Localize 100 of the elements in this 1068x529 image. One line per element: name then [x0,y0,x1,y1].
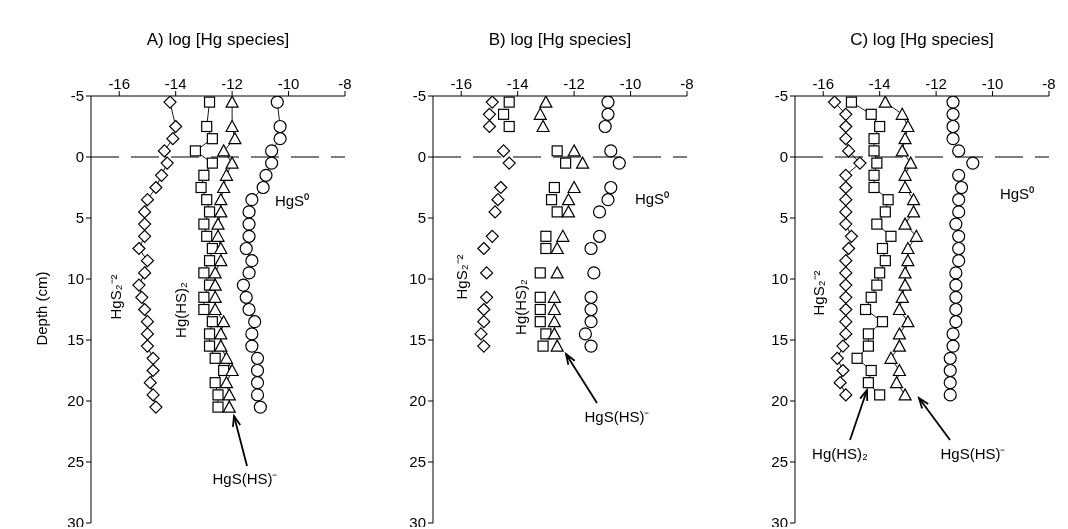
point [477,302,491,317]
point [943,388,957,402]
point [154,168,169,182]
point [539,96,553,108]
point [273,119,287,134]
point [844,229,859,243]
y-tick-label: 20 [771,392,788,410]
point [250,363,265,378]
point [839,302,853,317]
point [874,120,886,133]
point [946,96,960,109]
point [949,266,963,280]
y-tick-label: 25 [67,453,84,471]
point [871,279,883,291]
point [273,132,287,146]
x-tick-label: -10 [619,75,642,92]
point [140,339,155,353]
point [885,230,897,242]
point [195,181,207,194]
point [949,278,963,292]
point [952,193,966,207]
point [239,241,253,256]
point [898,168,912,181]
point [250,351,265,365]
point [862,328,874,340]
point [217,315,231,328]
point [259,168,273,182]
point [214,339,228,352]
y-tick-label: 10 [771,270,788,288]
point [952,168,966,182]
point [898,266,912,279]
x-tick-label: -10 [277,75,300,92]
point [488,205,502,219]
point [842,241,856,256]
point [598,119,612,134]
point [839,180,853,195]
point [833,376,847,390]
point [138,229,152,243]
point [138,205,152,219]
point [225,363,239,377]
series-label: HgS⁰ [999,184,1035,202]
point [853,156,867,170]
y-tick-label: 0 [779,148,788,166]
point [209,352,221,364]
y-tick-label: 5 [417,209,426,227]
point [943,376,957,390]
point [561,193,576,206]
text: HgS₂⁻² [809,270,827,316]
point [214,327,228,340]
point [839,327,853,341]
point [214,205,228,218]
point [943,363,957,378]
point [839,315,853,329]
point [901,315,915,328]
point [198,169,210,181]
point [560,157,572,169]
point [482,107,497,121]
point [906,205,921,218]
point [222,400,236,413]
point [839,132,853,146]
point [952,229,966,243]
text: Hg(HS)₂ [511,278,529,335]
point [839,278,853,292]
point [203,96,216,108]
point [132,241,146,256]
point [198,218,210,230]
point [943,351,957,365]
point [138,302,152,317]
point [842,144,856,158]
point [892,327,907,340]
point [540,230,552,242]
point [592,229,607,243]
point [862,377,874,389]
point [265,156,279,170]
point [225,156,239,169]
point [245,327,259,341]
point [954,180,969,195]
point [548,181,560,194]
point [898,132,912,145]
point [497,108,510,120]
point [868,169,880,181]
point [949,315,963,329]
point [242,302,256,317]
point [198,267,210,279]
point [482,119,497,134]
point [865,108,877,120]
point [952,144,966,158]
point [587,266,601,280]
point [892,363,907,377]
point [946,339,960,353]
point [839,290,853,304]
point [537,340,549,352]
point [146,388,160,402]
text: HgS₂⁻² [106,274,124,320]
point [225,119,239,133]
point [245,193,259,207]
point [534,303,546,316]
point [871,218,883,230]
point [138,266,152,280]
point [584,241,598,256]
